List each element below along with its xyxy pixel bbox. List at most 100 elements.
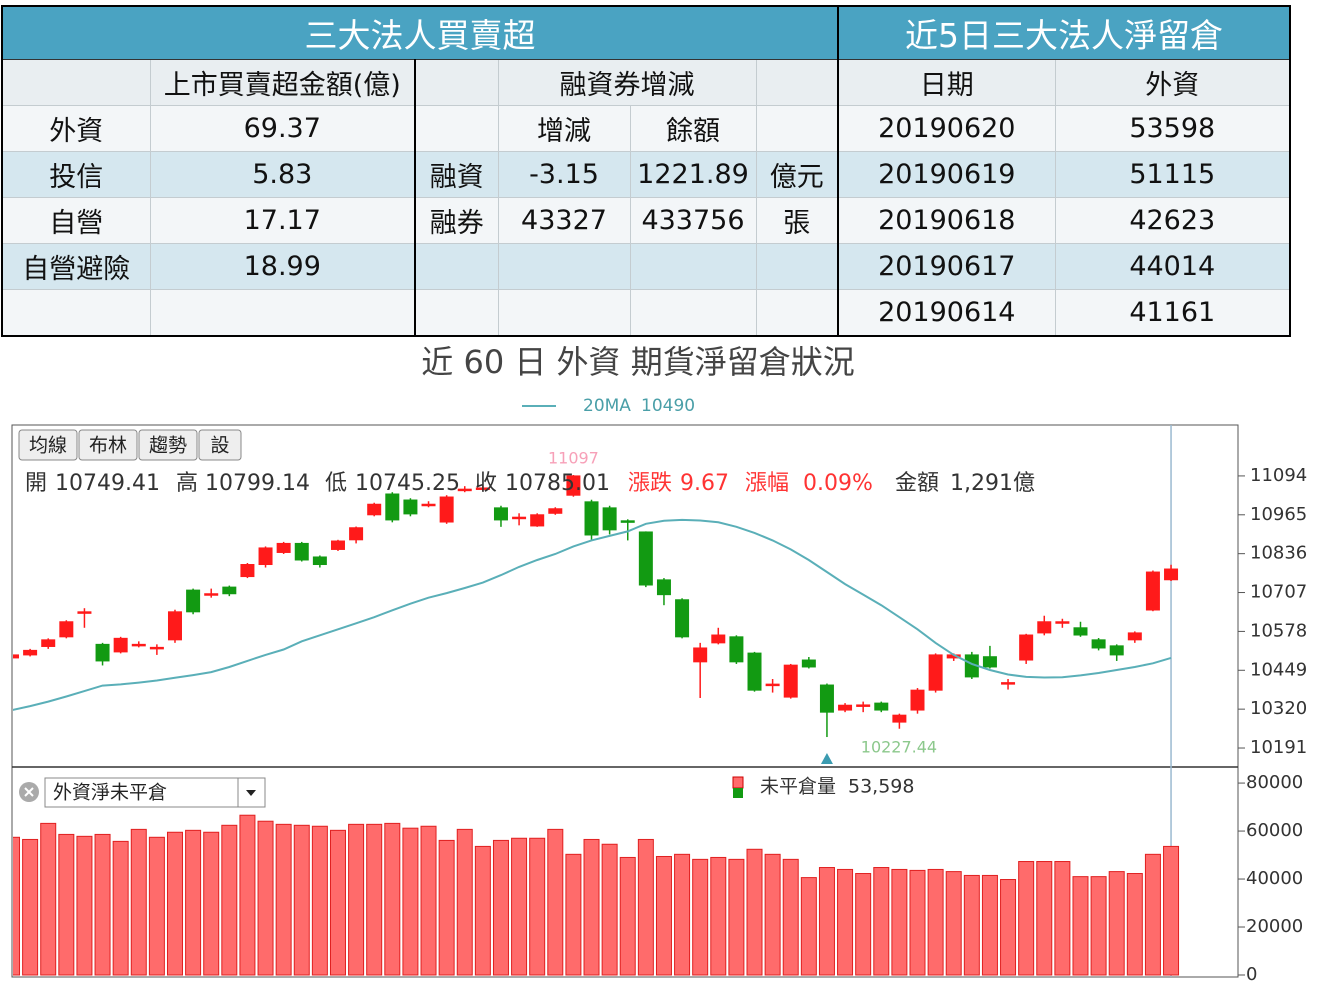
oi-bar xyxy=(1144,853,1161,976)
oi-bar xyxy=(873,867,890,976)
candle-body xyxy=(548,508,563,514)
oi-bar xyxy=(1054,861,1071,976)
oi-legend-icon-up xyxy=(732,776,744,789)
toolbar-button-label: 布林 xyxy=(89,435,127,457)
oi-bar xyxy=(329,829,346,976)
candle-body xyxy=(240,564,255,578)
table-cell xyxy=(414,243,499,290)
candle-body xyxy=(276,542,291,553)
high-annotation: 11097 xyxy=(548,449,599,468)
candle-body xyxy=(475,487,490,490)
candle-body xyxy=(330,540,345,550)
table-row: 外資 69.37 增減 餘額 20190620 53598 xyxy=(1,105,1291,152)
table-cell: 張 xyxy=(755,197,839,244)
candle-body xyxy=(13,654,19,659)
table-cell: 上市買賣超金額(億) xyxy=(149,59,416,106)
oi-bar xyxy=(1036,861,1053,976)
candle-body xyxy=(1109,645,1124,656)
table-row: 20190614 41161 xyxy=(1,289,1291,337)
oi-bar xyxy=(583,838,600,976)
low-annotation: 10227.44 xyxy=(861,738,937,757)
candle-body xyxy=(1091,639,1106,649)
table-cell xyxy=(497,289,631,337)
toolbar-button[interactable] xyxy=(138,429,198,461)
candle-body xyxy=(856,704,871,707)
oi-bar xyxy=(818,867,835,976)
ohlc-info: 高 xyxy=(176,471,198,496)
candle-body xyxy=(711,634,726,644)
close-icon-x xyxy=(24,787,34,797)
candle-body xyxy=(457,488,472,492)
y-tick-label: 10578 xyxy=(1250,620,1307,641)
candle-body xyxy=(258,547,273,566)
oi-bar xyxy=(891,868,908,976)
toolbar-button[interactable] xyxy=(18,429,78,461)
table-cell: 433756 xyxy=(629,197,757,244)
oi-bar xyxy=(637,838,654,976)
oi-bar xyxy=(239,814,256,976)
ohlc-info: 漲跌 xyxy=(628,471,672,496)
candle-body xyxy=(874,702,889,711)
candle-body xyxy=(1145,571,1160,611)
candle-body xyxy=(149,646,164,650)
table-cell: 1221.89 xyxy=(629,151,757,198)
oi-bar xyxy=(1090,876,1107,976)
oi-bar xyxy=(547,828,564,976)
oi-bar xyxy=(492,839,509,976)
ohlc-info: 低 xyxy=(325,471,347,496)
candle-body xyxy=(819,684,834,713)
table-cell: 53598 xyxy=(1054,105,1291,152)
candle-body xyxy=(838,704,853,711)
ohlc-info: 10785.01 xyxy=(505,471,610,496)
table-cell xyxy=(755,59,839,106)
table-cell: 增減 xyxy=(497,105,631,152)
candle-body xyxy=(928,654,943,691)
ohlc-info: 漲幅 xyxy=(745,471,789,496)
candle-body xyxy=(747,652,762,691)
candle-body xyxy=(729,636,744,663)
oi-bar xyxy=(76,835,93,976)
table-cell: 20190614 xyxy=(837,289,1056,337)
table-cell xyxy=(629,289,757,337)
candle-body xyxy=(349,527,364,541)
table-cell: 外資 xyxy=(1054,59,1291,106)
low-marker xyxy=(820,753,833,764)
ohlc-info: 10799.14 xyxy=(205,471,310,496)
legend-label: 20MA xyxy=(583,396,631,416)
y-tick-label: 11094 xyxy=(1250,465,1307,486)
toolbar-button-label: 均線 xyxy=(29,435,67,457)
oi-bar xyxy=(221,824,238,976)
table-cell: 外資 xyxy=(1,105,151,152)
y-tick-label: 80000 xyxy=(1246,772,1303,793)
oi-bar xyxy=(963,874,980,976)
candle-body xyxy=(77,611,92,614)
toolbar-button[interactable] xyxy=(198,429,242,461)
table-row: 上市買賣超金額(億) 融資券增減 日期 外資 xyxy=(1,59,1291,106)
oi-bar xyxy=(655,855,672,976)
oi-bar xyxy=(837,868,854,976)
oi-bar xyxy=(257,820,274,976)
table-cell: 42623 xyxy=(1054,197,1291,244)
table-cell: 三大法人買賣超 xyxy=(1,5,839,60)
indicator-dropdown[interactable] xyxy=(44,777,266,808)
table-cell: 自營避險 xyxy=(1,243,151,290)
oi-bar xyxy=(674,853,691,976)
table-cell: 20190620 xyxy=(837,105,1056,152)
oi-bar xyxy=(601,843,618,976)
oi-bar xyxy=(94,833,111,976)
table-cell xyxy=(414,59,499,106)
table-cell: 融資 xyxy=(414,151,499,198)
table-cell: 20190618 xyxy=(837,197,1056,244)
candle-body xyxy=(385,493,400,521)
candle-body xyxy=(186,589,201,613)
y-tick-label: 10707 xyxy=(1250,582,1307,603)
candle-body xyxy=(294,542,309,561)
candle-body xyxy=(131,643,146,647)
oi-bar xyxy=(185,829,202,976)
dropdown-label: 外資淨未平倉 xyxy=(53,782,167,804)
table-cell: 20190619 xyxy=(837,151,1056,198)
table-row: 投信 5.83 融資 -3.15 1221.89 億元 20190619 51115 xyxy=(1,151,1291,198)
table-cell: 日期 xyxy=(837,59,1056,106)
toolbar-button[interactable] xyxy=(78,429,138,461)
